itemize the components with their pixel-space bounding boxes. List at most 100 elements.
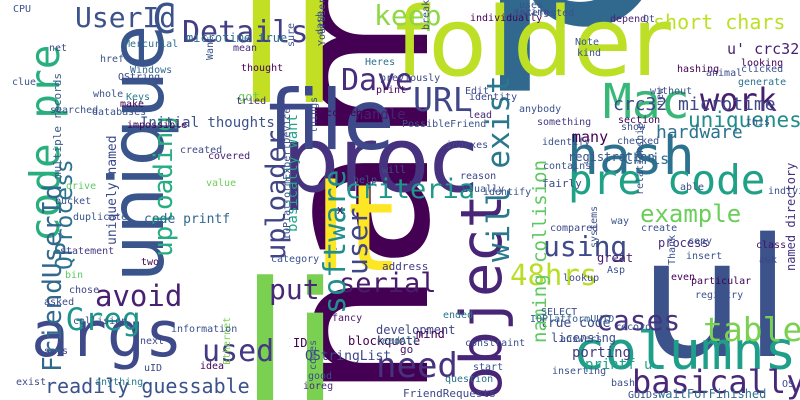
word: Want — [205, 35, 216, 60]
word: porting — [572, 345, 632, 361]
word: address — [382, 260, 429, 273]
word: this — [746, 117, 771, 128]
word: registration — [568, 150, 655, 164]
word: uniqueness — [688, 108, 800, 132]
word: Mac — [603, 74, 690, 130]
word: statement — [60, 246, 115, 257]
word: fancy — [332, 313, 363, 324]
word: exist — [16, 377, 47, 388]
word: mind — [416, 327, 445, 341]
word: named directory — [784, 162, 798, 271]
word: thought — [241, 63, 284, 74]
word: even — [671, 272, 696, 283]
word: section — [618, 115, 661, 126]
word: idea — [200, 361, 225, 372]
word: SELECT — [541, 307, 578, 318]
word: p — [470, 0, 679, 73]
word: development — [376, 323, 456, 337]
word: interested — [514, 8, 575, 19]
word: bucket — [55, 196, 92, 207]
word: Note — [575, 37, 600, 48]
word: ioreg — [303, 381, 334, 392]
word: individual — [768, 186, 800, 197]
word: generate — [738, 77, 787, 88]
word: clue — [12, 77, 37, 88]
word: QString — [118, 72, 161, 83]
word: duplicate — [73, 212, 128, 223]
word: usually — [462, 184, 505, 195]
word: multiple records — [51, 73, 64, 179]
word: help — [353, 175, 378, 186]
word: ID — [293, 336, 308, 350]
word: C — [152, 0, 177, 43]
word: IOPlatformExpertDevice — [282, 107, 293, 240]
word: searched — [50, 105, 99, 116]
word: put — [269, 273, 320, 306]
word: something — [537, 117, 592, 128]
word: show — [621, 122, 646, 133]
word: waitForFinished — [658, 387, 767, 400]
word: particular — [691, 276, 752, 287]
word: 48hrs — [510, 258, 598, 292]
word: good — [308, 371, 333, 382]
word: record — [615, 322, 652, 333]
word: great — [597, 251, 634, 265]
word: print — [376, 85, 407, 96]
word: true code — [540, 316, 611, 331]
word: Mercurial — [124, 39, 179, 50]
word: class — [756, 240, 787, 251]
word: comes — [308, 339, 319, 370]
word: sure — [286, 22, 297, 47]
word: Greg — [66, 302, 141, 338]
word: Qt — [643, 14, 656, 25]
word: start — [473, 362, 504, 373]
word: looking — [741, 58, 784, 69]
word: href — [100, 54, 125, 65]
word: work — [700, 81, 778, 119]
word: previously — [380, 73, 441, 84]
word: avoid — [95, 279, 183, 313]
word: ended — [443, 310, 474, 321]
word: Asp — [607, 265, 626, 276]
word: registry — [695, 290, 744, 301]
word: constraint — [465, 338, 526, 349]
word: Chris — [624, 150, 670, 168]
word: identify — [542, 137, 591, 148]
word: Keys — [126, 92, 151, 103]
word: anything — [95, 377, 144, 388]
word: li — [235, 0, 341, 147]
word: using — [543, 230, 628, 263]
word: hashing — [677, 64, 720, 75]
word: licensing — [551, 331, 617, 345]
word: kind — [577, 48, 602, 59]
word: uploading — [149, 116, 179, 257]
word: IOPlatformUUID — [530, 314, 615, 325]
word: folder — [395, 0, 671, 98]
word: animal — [706, 68, 743, 79]
word: basically — [632, 363, 800, 400]
word: impossible — [127, 120, 188, 131]
word: many — [572, 128, 609, 146]
word: uID — [144, 363, 163, 374]
word: args — [31, 298, 183, 371]
word: way — [611, 216, 630, 227]
word: making — [513, 7, 550, 18]
word: readily guessable — [45, 374, 250, 398]
word: hardware — [656, 122, 743, 143]
word: process — [658, 236, 709, 250]
word: Edit — [465, 86, 490, 97]
word: things — [309, 96, 320, 133]
word: indexes — [446, 140, 489, 151]
word: Dave — [341, 63, 414, 98]
word: individually — [470, 13, 543, 24]
word: got — [238, 90, 260, 104]
word: two — [141, 257, 160, 268]
word: collision — [73, 316, 128, 327]
word: u' crc32 — [727, 40, 800, 58]
word: net — [49, 43, 68, 54]
word: dash — [315, 10, 326, 35]
word: cases — [596, 304, 681, 337]
word: checked — [617, 136, 660, 147]
word: reason — [460, 171, 497, 182]
word: value — [206, 178, 237, 189]
